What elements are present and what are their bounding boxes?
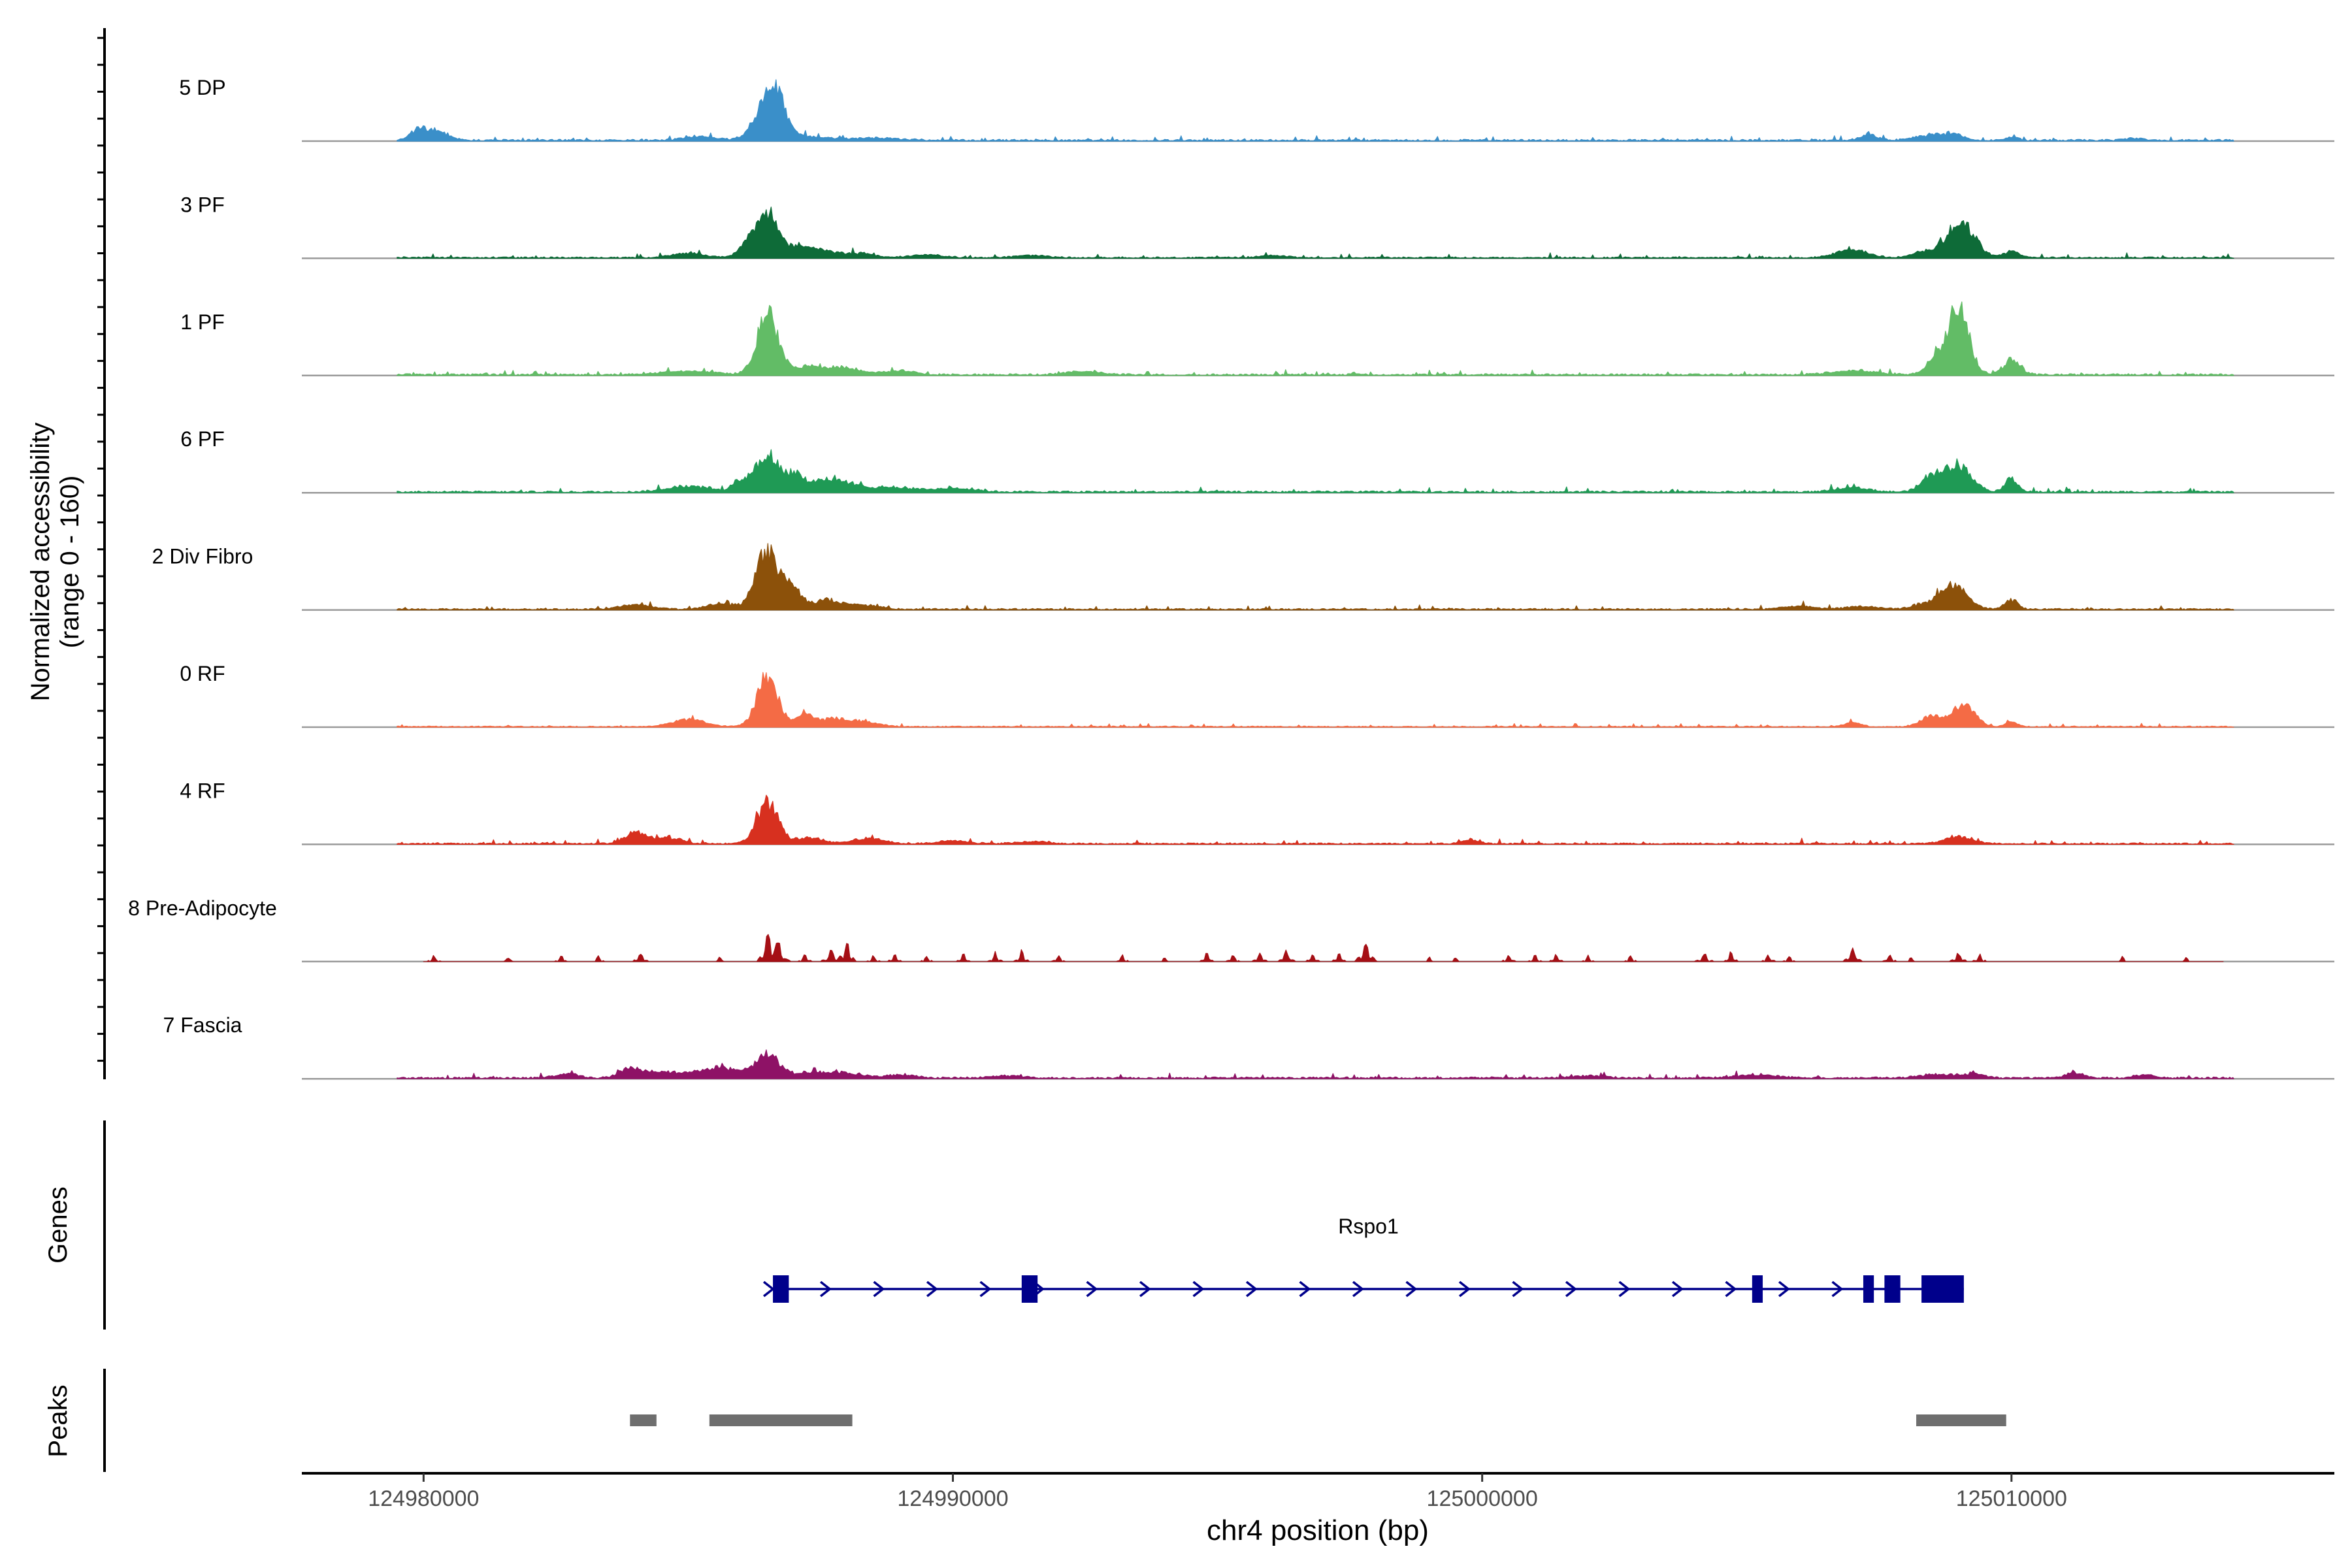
x-axis-label: chr4 position (bp) <box>1207 1514 1429 1546</box>
coverage-tracks: 5 DP 3 PF 1 PF 6 PF 2 Div Fibro 0 RF 4 RF 8 Pre… <box>128 76 2334 1080</box>
track: 5 DP <box>179 76 2334 142</box>
coverage-area <box>423 934 2224 962</box>
track: 1 PF <box>180 301 2334 377</box>
strand-arrow-icon <box>1565 1281 1577 1298</box>
strand-arrow-icon <box>873 1281 885 1298</box>
strand-arrow-icon <box>1405 1281 1418 1298</box>
track-label: 8 Pre-Adipocyte <box>128 896 277 920</box>
track-label: 3 PF <box>180 193 225 216</box>
track-label: 5 DP <box>179 76 225 99</box>
y-axis-label-line2: (range 0 - 160) <box>56 476 84 649</box>
track-label: 4 RF <box>180 779 225 802</box>
track: 4 RF <box>180 779 2334 845</box>
coverage-area <box>397 301 2234 376</box>
peak-regions <box>630 1414 2006 1426</box>
gene-model <box>762 1275 1964 1303</box>
peak-region-bar <box>709 1414 853 1426</box>
strand-arrow-icon <box>1458 1281 1471 1298</box>
coverage-area <box>397 794 2234 845</box>
strand-arrow-icon <box>1512 1281 1524 1298</box>
coverage-area <box>397 79 2234 142</box>
strand-arrow-icon <box>762 1281 775 1298</box>
strand-arrow-icon <box>979 1281 992 1298</box>
strand-arrow-icon <box>1352 1281 1364 1298</box>
track-label: 0 RF <box>180 662 225 685</box>
track-label: 7 Fascia <box>163 1013 242 1037</box>
peak-region-bar <box>630 1414 657 1426</box>
gene-exon <box>773 1275 789 1303</box>
x-tick-label: 125000000 <box>1427 1486 1538 1511</box>
gene-name-label: Rspo1 <box>1338 1215 1399 1238</box>
strand-arrow-icon <box>1831 1281 1844 1298</box>
coverage-area <box>397 543 2234 611</box>
coverage-area <box>397 1049 2234 1079</box>
y-axis-label-line1: Normalized accessibility <box>26 423 55 702</box>
strand-arrow-icon <box>1618 1281 1631 1298</box>
track: 0 RF <box>180 662 2334 728</box>
gene-exon <box>1863 1275 1874 1303</box>
strand-arrow-icon <box>1139 1281 1151 1298</box>
strand-arrow-icon <box>1671 1281 1684 1298</box>
gene-exon <box>1884 1275 1901 1303</box>
strand-arrow-icon <box>1778 1281 1790 1298</box>
strand-arrow-icon <box>926 1281 938 1298</box>
peak-region-bar <box>1916 1414 2006 1426</box>
strand-arrow-icon <box>1725 1281 1737 1298</box>
track-label: 2 Div Fibro <box>152 545 253 568</box>
x-axis: 124980000 124990000 125000000 125010000 chr… <box>302 1472 2334 1546</box>
coverage-area <box>397 672 2234 728</box>
strand-arrow-icon <box>1086 1281 1098 1298</box>
track: 8 Pre-Adipocyte <box>128 896 2334 963</box>
x-tick-label: 124990000 <box>897 1486 1008 1511</box>
track: 6 PF <box>180 427 2334 494</box>
gene-exon <box>1921 1275 1964 1303</box>
x-tick-label: 124980000 <box>368 1486 479 1511</box>
gene-exon <box>1021 1275 1038 1303</box>
track: 7 Fascia <box>163 1013 2334 1080</box>
genes-axis-label: Genes <box>44 1186 73 1264</box>
strand-arrow-icon <box>1299 1281 1311 1298</box>
peaks-axis-label: Peaks <box>44 1384 73 1457</box>
peaks-panel: Peaks <box>44 1369 2006 1472</box>
track-label: 1 PF <box>180 310 225 334</box>
genes-panel: Genes Rspo1 <box>44 1120 1964 1330</box>
coverage-area <box>397 449 2234 493</box>
x-ticks: 124980000 124990000 125000000 125010000 <box>368 1473 2067 1511</box>
strand-arrow-icon <box>1192 1281 1205 1298</box>
y-axis-coverage <box>97 28 106 1079</box>
track: 3 PF <box>180 193 2334 259</box>
coverage-area <box>397 206 2234 259</box>
x-tick-label: 125010000 <box>1956 1486 2067 1511</box>
track: 2 Div Fibro <box>152 543 2334 611</box>
strand-arrow-icon <box>819 1281 832 1298</box>
strand-arrow-icon <box>1245 1281 1258 1298</box>
track-label: 6 PF <box>180 427 225 451</box>
gene-exon <box>1752 1275 1763 1303</box>
